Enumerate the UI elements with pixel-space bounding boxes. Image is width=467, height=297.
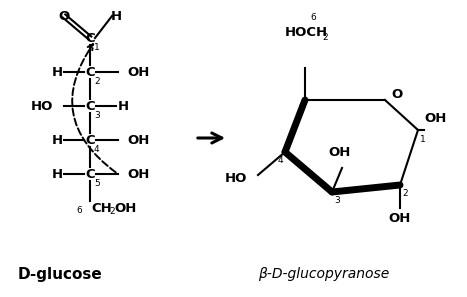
Text: H: H	[117, 99, 128, 113]
Text: 5: 5	[94, 179, 100, 188]
Text: O: O	[58, 10, 70, 23]
Text: HO: HO	[225, 171, 247, 184]
Text: 6: 6	[76, 206, 82, 215]
Text: H: H	[51, 66, 63, 78]
Text: CH: CH	[91, 201, 112, 214]
Text: H: H	[110, 10, 121, 23]
Text: H: H	[51, 168, 63, 181]
Text: 1: 1	[420, 135, 426, 144]
Text: H: H	[51, 133, 63, 146]
Text: OH: OH	[127, 133, 149, 146]
Text: OH: OH	[114, 201, 136, 214]
Text: 2: 2	[109, 208, 114, 217]
Text: 4: 4	[277, 156, 283, 165]
Text: OH: OH	[389, 211, 411, 225]
Text: β-D-glucopyranose: β-D-glucopyranose	[258, 267, 389, 281]
Text: 2: 2	[402, 189, 408, 198]
Text: OH: OH	[329, 146, 351, 159]
Text: 5: 5	[297, 105, 303, 114]
Text: C: C	[85, 168, 95, 181]
Text: HOCH: HOCH	[285, 26, 328, 40]
Text: C: C	[85, 133, 95, 146]
Text: 4: 4	[94, 145, 99, 154]
Text: 2: 2	[322, 32, 328, 42]
Text: OH: OH	[424, 111, 446, 124]
Text: 3: 3	[94, 111, 100, 120]
Text: 1: 1	[94, 43, 100, 52]
Text: C: C	[85, 99, 95, 113]
Text: HO: HO	[31, 99, 53, 113]
Text: OH: OH	[127, 66, 149, 78]
Text: C: C	[85, 66, 95, 78]
Text: C: C	[85, 31, 95, 45]
Text: 3: 3	[334, 196, 340, 205]
Text: 2: 2	[94, 77, 99, 86]
Text: O: O	[391, 88, 403, 100]
Text: OH: OH	[127, 168, 149, 181]
Text: D-glucose: D-glucose	[18, 266, 103, 282]
Text: 6: 6	[310, 13, 316, 23]
